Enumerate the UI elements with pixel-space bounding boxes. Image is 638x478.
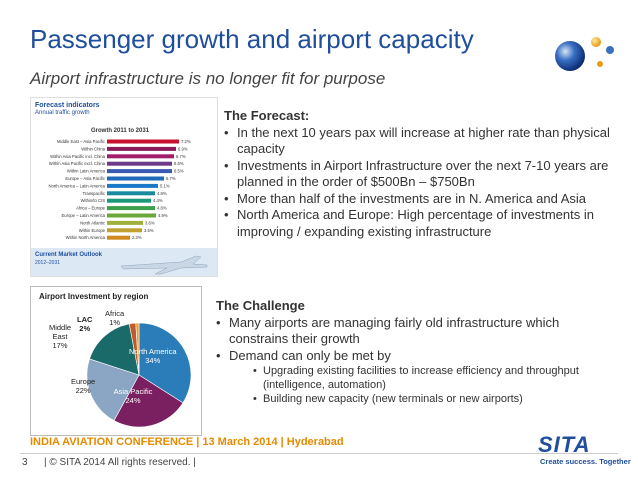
challenge-section: The Challenge Many airports are managing… bbox=[216, 298, 620, 406]
growth-category-label: Within/to CIS bbox=[81, 198, 106, 203]
growth-category-label: Within Asia Pacific incl. China bbox=[50, 154, 106, 159]
challenge-bullet: Demand can only be met by bbox=[216, 348, 620, 365]
growth-category-label: North Atlantic bbox=[80, 220, 105, 225]
footer-divider bbox=[20, 453, 618, 454]
challenge-sub-bullet: Building new capacity (new terminals or … bbox=[253, 392, 620, 406]
growth-bar bbox=[107, 176, 164, 181]
growth-bar bbox=[107, 161, 172, 166]
forecast-bullet: Investments in Airport Infrastructure ov… bbox=[224, 158, 616, 191]
growth-value-label: 2.3% bbox=[132, 235, 142, 240]
sita-tagline: Create success. Together bbox=[540, 457, 631, 466]
growth-category-label: Europe – Latin America bbox=[61, 213, 105, 218]
challenge-bullet: Many airports are managing fairly old in… bbox=[216, 315, 620, 348]
growth-value-label: 3.5% bbox=[144, 228, 154, 233]
pie-label-europe: Europe 22% bbox=[71, 377, 96, 395]
challenge-sub-bullet: Upgrading existing facilities to increas… bbox=[253, 364, 620, 392]
growth-category-label: Within Asia Pacific excl. China bbox=[49, 161, 106, 166]
growth-category-label: Africa – Europe bbox=[76, 206, 106, 211]
growth-bar bbox=[107, 220, 143, 225]
growth-value-label: 5.1% bbox=[160, 183, 170, 188]
growth-bar bbox=[107, 154, 174, 159]
growth-bar bbox=[107, 139, 179, 144]
growth-category-label: Within Latin America bbox=[67, 169, 106, 174]
growth-bar bbox=[107, 146, 176, 151]
pie-label-middle-east: Middle East 17% bbox=[48, 323, 72, 350]
forecast-bullet: More than half of the investments are in… bbox=[224, 191, 616, 208]
airplane-icon bbox=[120, 255, 208, 275]
growth-category-label: North America – Latin America bbox=[48, 183, 105, 188]
footer-outlook-title: Current Market Outlook bbox=[35, 252, 103, 258]
forecast-heading: The Forecast: bbox=[224, 108, 310, 123]
growth-value-label: 6.5% bbox=[174, 161, 184, 166]
pie-label-asia-pacific: Asia Pacific 24% bbox=[113, 387, 153, 405]
growth-value-label: 6.9% bbox=[178, 146, 188, 151]
forecast-indicators-image: Forecast indicators Annual traffic growt… bbox=[30, 97, 218, 277]
conference-footer: INDIA AVIATION CONFERENCE | 13 March 201… bbox=[30, 436, 344, 448]
growth-value-label: 6.7% bbox=[176, 154, 186, 159]
growth-bar bbox=[107, 235, 130, 240]
growth-value-label: 4.4% bbox=[153, 198, 163, 203]
pie-slice-europe bbox=[86, 358, 140, 421]
airport-investment-panel: Airport Investment by region North Ameri… bbox=[30, 286, 202, 436]
forecast-image-heading: Forecast indicators bbox=[35, 102, 100, 109]
growth-value-label: 7.2% bbox=[181, 139, 191, 144]
growth-value-label: 3.6% bbox=[145, 220, 155, 225]
forecast-bullet: In the next 10 years pax will increase a… bbox=[224, 125, 616, 158]
pie-label-africa: Africa 1% bbox=[105, 309, 125, 327]
growth-value-label: 4.8% bbox=[157, 191, 167, 196]
growth-bar bbox=[107, 183, 158, 188]
growth-category-label: Within Europe bbox=[79, 228, 106, 233]
sita-logo-word: SITA bbox=[538, 432, 591, 457]
growth-category-label: Europe – Asia Pacific bbox=[65, 176, 105, 181]
forecast-list: In the next 10 years pax will increase a… bbox=[224, 125, 616, 241]
growth-bar bbox=[107, 191, 155, 196]
growth-bar bbox=[107, 206, 155, 211]
growth-value-label: 5.7% bbox=[166, 176, 176, 181]
pie-slice-asia-pacific bbox=[113, 374, 184, 428]
growth-bar bbox=[107, 228, 142, 233]
pie-label-lac: LAC 2% bbox=[77, 315, 93, 333]
growth-category-label: Within China bbox=[81, 146, 105, 151]
pie-chart-title: Airport Investment by region bbox=[39, 292, 149, 301]
growth-bar bbox=[107, 198, 151, 203]
growth-value-label: 6.5% bbox=[174, 169, 184, 174]
forecast-section: The Forecast: In the next 10 years pax w… bbox=[224, 108, 616, 240]
forecast-image-footer: Current Market Outlook 2012–2031 bbox=[31, 248, 217, 276]
copyright-text: | © SITA 2014 All rights reserved. | bbox=[44, 457, 196, 468]
pie-slice-middle-east bbox=[89, 323, 140, 376]
pie-slice-africa bbox=[135, 322, 140, 376]
decorative-spheres-icon bbox=[555, 37, 614, 71]
challenge-heading: The Challenge bbox=[216, 298, 305, 313]
pie-label-north-america: North America 34% bbox=[129, 347, 177, 365]
slide-title: Passenger growth and airport capacity bbox=[30, 24, 474, 54]
growth-value-label: 4.9% bbox=[158, 213, 168, 218]
growth-category-label: Within North America bbox=[66, 235, 106, 240]
growth-bar bbox=[107, 213, 156, 218]
investment-pie-chart bbox=[86, 322, 192, 428]
growth-category-label: Middle East – Asia Pacific bbox=[57, 139, 105, 144]
growth-bar-chart: Middle East – Asia Pacific 7.2% Within Chi… bbox=[48, 139, 191, 240]
footer-outlook-sub: 2012–2031 bbox=[35, 260, 61, 266]
growth-category-label: Transpacific bbox=[83, 191, 105, 196]
sita-logo: SITA bbox=[538, 432, 590, 458]
growth-bar bbox=[107, 169, 172, 174]
challenge-sub-list: Upgrading existing facilities to increas… bbox=[216, 364, 620, 406]
growth-chart-title: Growth 2011 to 2031 bbox=[91, 128, 150, 134]
forecast-bullet: North America and Europe: High percentag… bbox=[224, 207, 616, 240]
forecast-image-subheading: Annual traffic growth bbox=[35, 110, 90, 116]
slide-subtitle: Airport infrastructure is no longer fit … bbox=[30, 69, 386, 88]
page-number: 3 bbox=[22, 457, 28, 468]
growth-value-label: 4.8% bbox=[157, 206, 167, 211]
challenge-list: Many airports are managing fairly old in… bbox=[216, 315, 620, 365]
